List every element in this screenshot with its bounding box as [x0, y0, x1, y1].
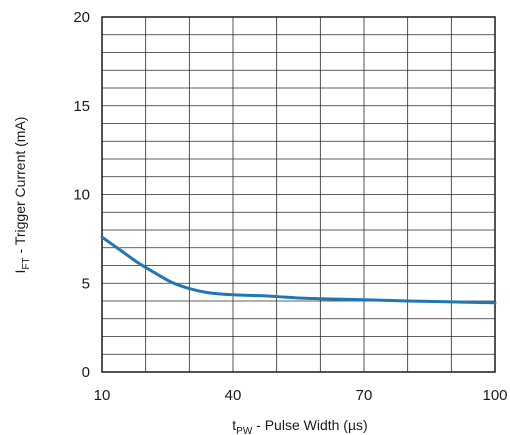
y-axis-label-subscript: FT — [21, 257, 32, 269]
series-layer — [100, 235, 497, 305]
x-tick-label: 10 — [94, 387, 111, 404]
x-axis-label-main: t — [232, 417, 236, 433]
grid — [102, 17, 495, 372]
plot-frame — [101, 16, 496, 373]
x-tick-labels: 10 40 70 100 — [94, 387, 508, 404]
x-axis-label: tPW - Pulse Width (µs) — [232, 417, 367, 435]
x-tick-label: 70 — [356, 387, 373, 404]
x-axis-label-subscript: PW — [236, 426, 253, 435]
y-tick-label: 0 — [82, 364, 90, 381]
y-tick-labels: 0 5 10 15 20 — [73, 9, 90, 381]
y-axis-label-rest: - Trigger Current (mA) — [12, 117, 28, 258]
x-tick-label: 100 — [482, 387, 507, 404]
y-tick-label: 5 — [82, 275, 90, 292]
series-line — [100, 235, 497, 305]
x-axis-label-rest: - Pulse Width (µs) — [252, 417, 367, 433]
y-tick-label: 15 — [73, 98, 90, 115]
y-tick-label: 20 — [73, 9, 90, 26]
y-tick-label: 10 — [73, 187, 90, 204]
y-axis-label: IFT - Trigger Current (mA) — [12, 117, 32, 274]
y-axis-label-main: I — [12, 270, 28, 274]
x-tick-label: 40 — [225, 387, 242, 404]
